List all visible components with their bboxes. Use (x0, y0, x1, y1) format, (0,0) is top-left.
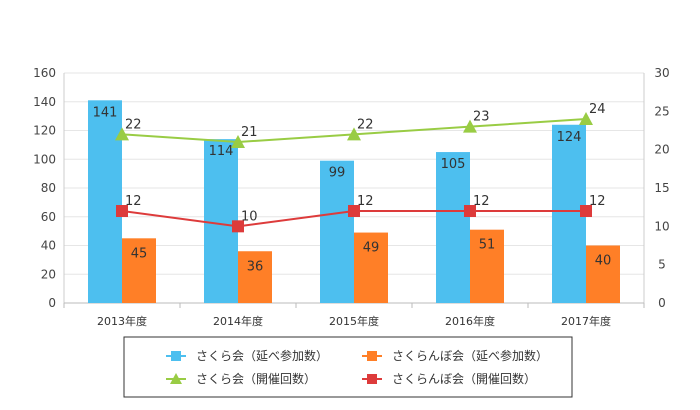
y-left-tick-label: 20 (41, 267, 56, 281)
y-left-tick-label: 80 (41, 181, 56, 195)
legend-label: さくら会（延べ参加数） (196, 348, 328, 363)
line-data-label: 12 (125, 194, 142, 209)
bar-data-label: 141 (93, 105, 118, 120)
legend-label: さくらんぼ会（延べ参加数） (392, 348, 548, 363)
line-marker (232, 220, 244, 233)
bar-data-label: 51 (479, 238, 496, 253)
legend-marker (170, 373, 182, 384)
line-data-label: 22 (357, 117, 374, 132)
legend-box (123, 336, 573, 398)
y-right-tick-label: 20 (654, 143, 669, 157)
y-right-tick-label: 10 (654, 219, 669, 233)
bar-data-label: 40 (595, 254, 612, 269)
bar (586, 245, 620, 303)
bar-data-label: 49 (363, 241, 380, 256)
x-tick-label: 2015年度 (329, 314, 379, 328)
y-right-tick-label: 25 (654, 104, 669, 118)
bar (320, 160, 354, 303)
legend-label: さくら会（開催回数） (196, 371, 316, 386)
x-tick-label: 2014年度 (213, 314, 263, 328)
bar (436, 152, 470, 303)
y-left-tick-label: 0 (48, 296, 56, 310)
line-data-label: 24 (589, 102, 606, 117)
line-data-label: 21 (241, 125, 258, 140)
line-marker (347, 127, 361, 141)
line-data-label: 12 (473, 194, 490, 209)
line-marker (348, 205, 360, 217)
line-marker (579, 112, 593, 125)
line-marker (231, 135, 245, 148)
line-marker (116, 205, 128, 217)
line-marker (115, 127, 129, 141)
line-data-label: 12 (589, 194, 606, 209)
line-data-label: 22 (125, 117, 142, 132)
legend-marker (367, 351, 377, 361)
line-data-label: 12 (357, 194, 374, 209)
y-left-tick-label: 40 (41, 239, 56, 253)
x-tick-label: 2013年度 (97, 314, 147, 328)
line-data-label: 23 (473, 110, 490, 125)
bar-data-label: 105 (441, 157, 466, 172)
legend-label: さくらんぼ会（開催回数） (392, 371, 536, 386)
bar (88, 100, 122, 303)
line-marker (463, 119, 477, 133)
bar (238, 251, 272, 303)
y-right-tick-label: 15 (654, 181, 669, 195)
legend-marker (171, 351, 181, 361)
y-right-tick-label: 30 (654, 66, 669, 80)
bar-data-label: 114 (209, 144, 234, 159)
y-left-tick-label: 60 (41, 210, 56, 224)
bar (122, 238, 156, 303)
x-tick-label: 2016年度 (445, 314, 495, 328)
line-marker (580, 205, 592, 217)
bar-data-label: 45 (131, 246, 148, 261)
y-right-tick-label: 0 (658, 296, 666, 310)
line-data-label: 10 (241, 209, 258, 224)
y-left-tick-label: 140 (33, 95, 56, 109)
x-tick-label: 2017年度 (561, 314, 611, 328)
bar (354, 232, 388, 303)
y-right-tick-label: 5 (658, 258, 666, 272)
legend-marker (367, 374, 377, 384)
y-left-tick-label: 120 (33, 124, 56, 138)
bar-data-label: 36 (247, 259, 264, 274)
bar (470, 229, 504, 303)
y-left-tick-label: 100 (33, 152, 56, 166)
line-marker (464, 205, 476, 217)
bar-data-label: 124 (557, 130, 582, 145)
bar-data-label: 99 (329, 166, 346, 181)
y-left-tick-label: 160 (33, 66, 56, 80)
